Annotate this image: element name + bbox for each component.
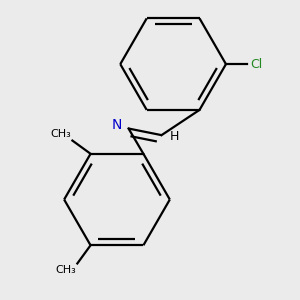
Text: CH₃: CH₃ xyxy=(55,265,76,275)
Text: Cl: Cl xyxy=(250,58,262,70)
Text: CH₃: CH₃ xyxy=(50,129,71,139)
Text: N: N xyxy=(112,118,122,132)
Text: H: H xyxy=(170,130,179,143)
